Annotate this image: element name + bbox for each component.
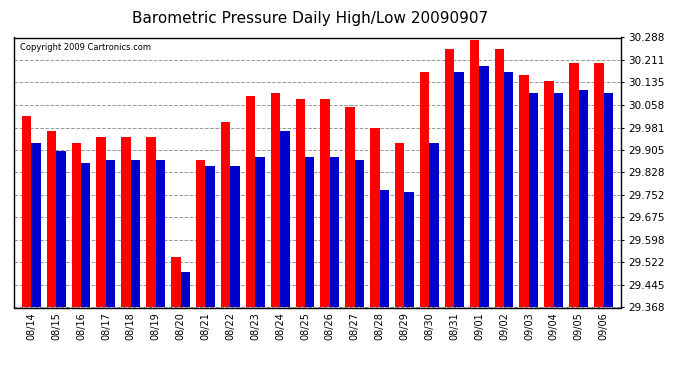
Bar (554, 93, 563, 308)
Text: Copyright 2009 Cartronics.com: Copyright 2009 Cartronics.com (20, 43, 151, 52)
Bar (529, 93, 538, 308)
Bar (230, 166, 239, 308)
Bar (395, 142, 404, 308)
Bar (196, 160, 206, 308)
Bar (221, 122, 230, 308)
Bar (131, 160, 140, 308)
Bar (420, 72, 429, 308)
Bar (81, 163, 90, 308)
Bar (255, 157, 265, 308)
Bar (479, 66, 489, 308)
Bar (604, 93, 613, 308)
Bar (504, 72, 513, 308)
Bar (445, 49, 454, 308)
Bar (305, 157, 315, 308)
Text: Barometric Pressure Daily High/Low 20090907: Barometric Pressure Daily High/Low 20090… (132, 11, 489, 26)
Bar (72, 142, 81, 308)
Bar (380, 189, 389, 308)
Bar (181, 272, 190, 308)
Bar (270, 93, 280, 308)
Bar (31, 142, 41, 308)
Bar (121, 137, 131, 308)
Bar (106, 160, 115, 308)
Bar (345, 107, 355, 308)
Bar (156, 160, 165, 308)
Bar (370, 128, 380, 308)
Bar (569, 63, 579, 308)
Bar (206, 166, 215, 308)
Bar (171, 257, 181, 307)
Bar (56, 152, 66, 308)
Bar (47, 131, 56, 308)
Bar (404, 192, 414, 308)
Bar (320, 99, 330, 308)
Bar (355, 160, 364, 308)
Bar (579, 90, 588, 308)
Bar (330, 157, 339, 308)
Bar (146, 137, 156, 308)
Bar (495, 49, 504, 308)
Bar (280, 131, 290, 308)
Bar (594, 63, 604, 308)
Bar (246, 96, 255, 308)
Bar (520, 75, 529, 307)
Bar (97, 137, 106, 308)
Bar (544, 81, 554, 308)
Bar (454, 72, 464, 308)
Bar (22, 116, 31, 308)
Bar (295, 99, 305, 308)
Bar (470, 40, 479, 308)
Bar (429, 142, 439, 308)
